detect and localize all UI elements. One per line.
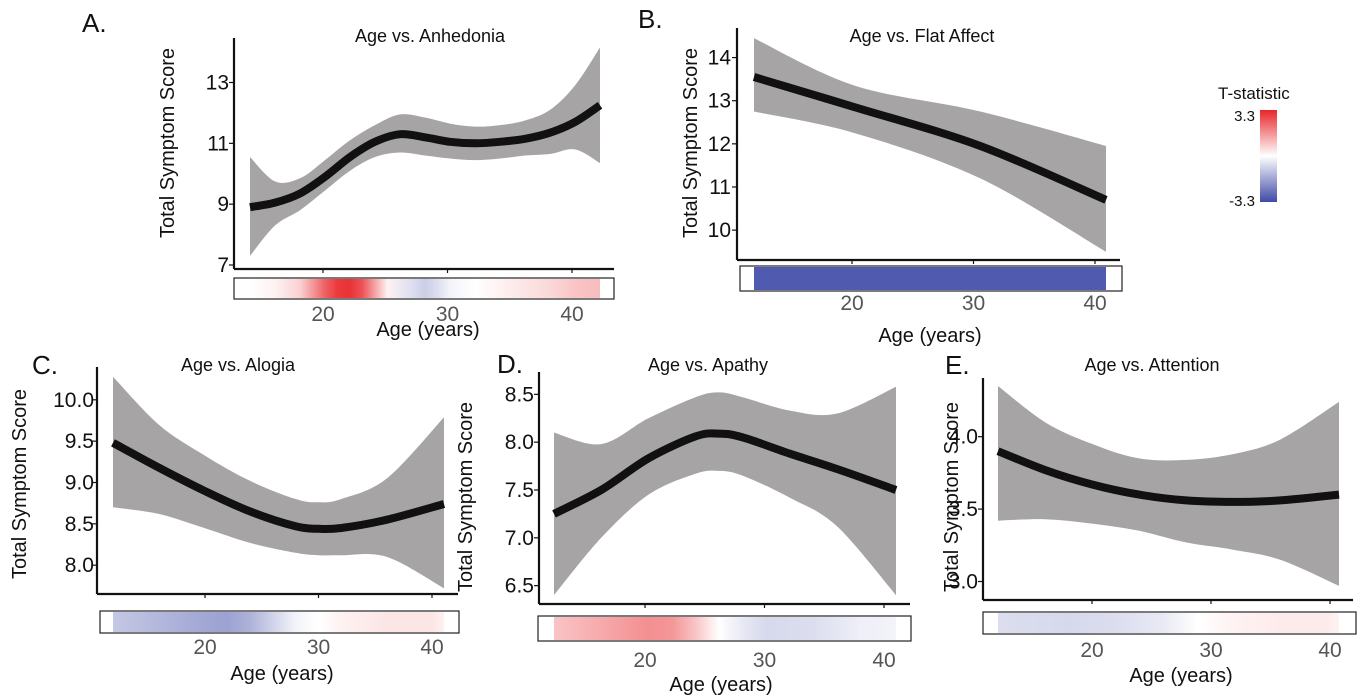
x-tick-label: 30 (307, 636, 330, 659)
panel-d: D. Age vs. Apathy Total Symptom Score Ag… (455, 349, 912, 696)
x-axis-label: Age (years) (1129, 665, 1232, 687)
legend-title: T-statistic (1218, 84, 1290, 103)
y-tick-label: 12 (708, 133, 731, 156)
chart-title: Age vs. Alogia (181, 355, 296, 375)
legend-max-label: 3.3 (1234, 108, 1255, 125)
x-tick-label: 40 (1318, 639, 1341, 662)
tstat-legend: T-statistic 3.3 -3.3 (1218, 84, 1290, 210)
chart-title: Age vs. Apathy (648, 355, 768, 375)
y-tick-label: 9.5 (65, 430, 94, 453)
chart-title: Age vs. Attention (1084, 355, 1219, 375)
confidence-ribbon (113, 376, 444, 589)
y-tick-label: 4.0 (949, 426, 978, 449)
y-tick-label: 8.5 (65, 513, 94, 536)
plot-area: 7 9 11 13 20 30 40 (206, 38, 615, 326)
plot-area: 6.5 7.0 7.5 8.0 8.5 20 30 40 (505, 372, 912, 672)
x-axis-label: Age (years) (669, 674, 772, 696)
y-tick-label: 13 (708, 90, 731, 113)
confidence-ribbon (998, 386, 1339, 586)
fit-line (249, 101, 603, 212)
y-tick-label: 3.5 (949, 498, 978, 521)
tstat-bar-fill (554, 617, 896, 640)
y-tick-label: 11 (207, 132, 229, 155)
fit-line (996, 447, 1340, 506)
fit-line (552, 429, 898, 518)
y-tick-label: 6.5 (505, 575, 534, 598)
y-tick-label: 8.0 (505, 431, 534, 454)
y-tick-label: 9 (217, 193, 229, 216)
tstat-bar-fill (113, 612, 444, 632)
y-tick-label: 7.5 (505, 479, 534, 502)
x-tick-label: 40 (420, 636, 443, 659)
y-tick-label: 9.0 (65, 472, 94, 495)
y-tick-label: 13 (206, 72, 229, 95)
plot-area: 3.0 3.5 4.0 20 30 40 (949, 378, 1357, 662)
y-axis-label: Total Symptom Score (157, 48, 179, 238)
panel-letter: E. (945, 350, 970, 380)
y-tick-label: 8.5 (505, 383, 534, 406)
y-axis-label: Total Symptom Score (941, 402, 963, 592)
tstat-bar-fill (754, 267, 1106, 290)
x-tick-label: 20 (1080, 639, 1103, 662)
x-tick-label: 30 (436, 303, 459, 326)
chart-title: Age vs. Flat Affect (850, 26, 995, 46)
x-tick-label: 30 (962, 292, 985, 315)
confidence-ribbon (554, 386, 896, 596)
legend-colorbar (1260, 110, 1277, 202)
tstat-bar-fill (250, 279, 600, 298)
x-axis-label: Age (years) (230, 663, 333, 685)
panel-letter: D. (497, 349, 523, 379)
chart-title: Age vs. Anhedonia (355, 26, 506, 46)
panel-e: E. Age vs. Attention Total Symptom Score… (941, 350, 1357, 687)
confidence-ribbon (250, 47, 600, 256)
y-tick-label: 10 (708, 219, 731, 242)
x-tick-label: 30 (1199, 639, 1222, 662)
fit-line (111, 439, 446, 534)
x-tick-label: 20 (633, 649, 656, 672)
panel-letter: A. (82, 8, 107, 38)
panel-letter: B. (638, 4, 663, 34)
x-axis-label: Age (years) (376, 319, 479, 341)
x-tick-label: 20 (193, 636, 216, 659)
legend-min-label: -3.3 (1229, 193, 1255, 210)
tstat-bar-fill (998, 613, 1339, 633)
y-tick-label: 8.0 (65, 554, 94, 577)
y-axis-label: Total Symptom Score (680, 48, 702, 238)
x-tick-label: 40 (1083, 292, 1106, 315)
y-tick-label: 7.0 (505, 527, 534, 550)
x-tick-label: 30 (753, 649, 776, 672)
fit-line (752, 73, 1108, 204)
y-tick-label: 11 (709, 176, 731, 199)
y-axis-label: Total Symptom Score (9, 389, 31, 579)
y-tick-label: 14 (708, 47, 732, 70)
x-tick-label: 20 (840, 292, 863, 315)
y-tick-label: 10.0 (53, 389, 94, 412)
x-tick-label: 40 (872, 649, 895, 672)
y-axis-label: Total Symptom Score (455, 402, 477, 592)
y-tick-label: 7 (217, 254, 229, 277)
plot-area: 10 11 12 13 14 20 30 40 (708, 28, 1123, 315)
x-tick-label: 20 (311, 303, 334, 326)
panel-b: B. Age vs. Flat Affect Total Symptom Sco… (638, 4, 1123, 347)
confidence-ribbon (754, 38, 1106, 252)
plot-area: 8.0 8.5 9.0 9.5 10.0 20 30 40 (53, 367, 460, 659)
panel-c: C. Age vs. Alogia Total Symptom Score Ag… (9, 350, 460, 685)
panel-a: A. Age vs. Anhedonia Total Symptom Score… (82, 8, 615, 341)
y-tick-label: 3.0 (949, 571, 978, 594)
x-axis-label: Age (years) (878, 325, 981, 347)
x-tick-label: 40 (560, 303, 583, 326)
panel-letter: C. (32, 350, 58, 380)
